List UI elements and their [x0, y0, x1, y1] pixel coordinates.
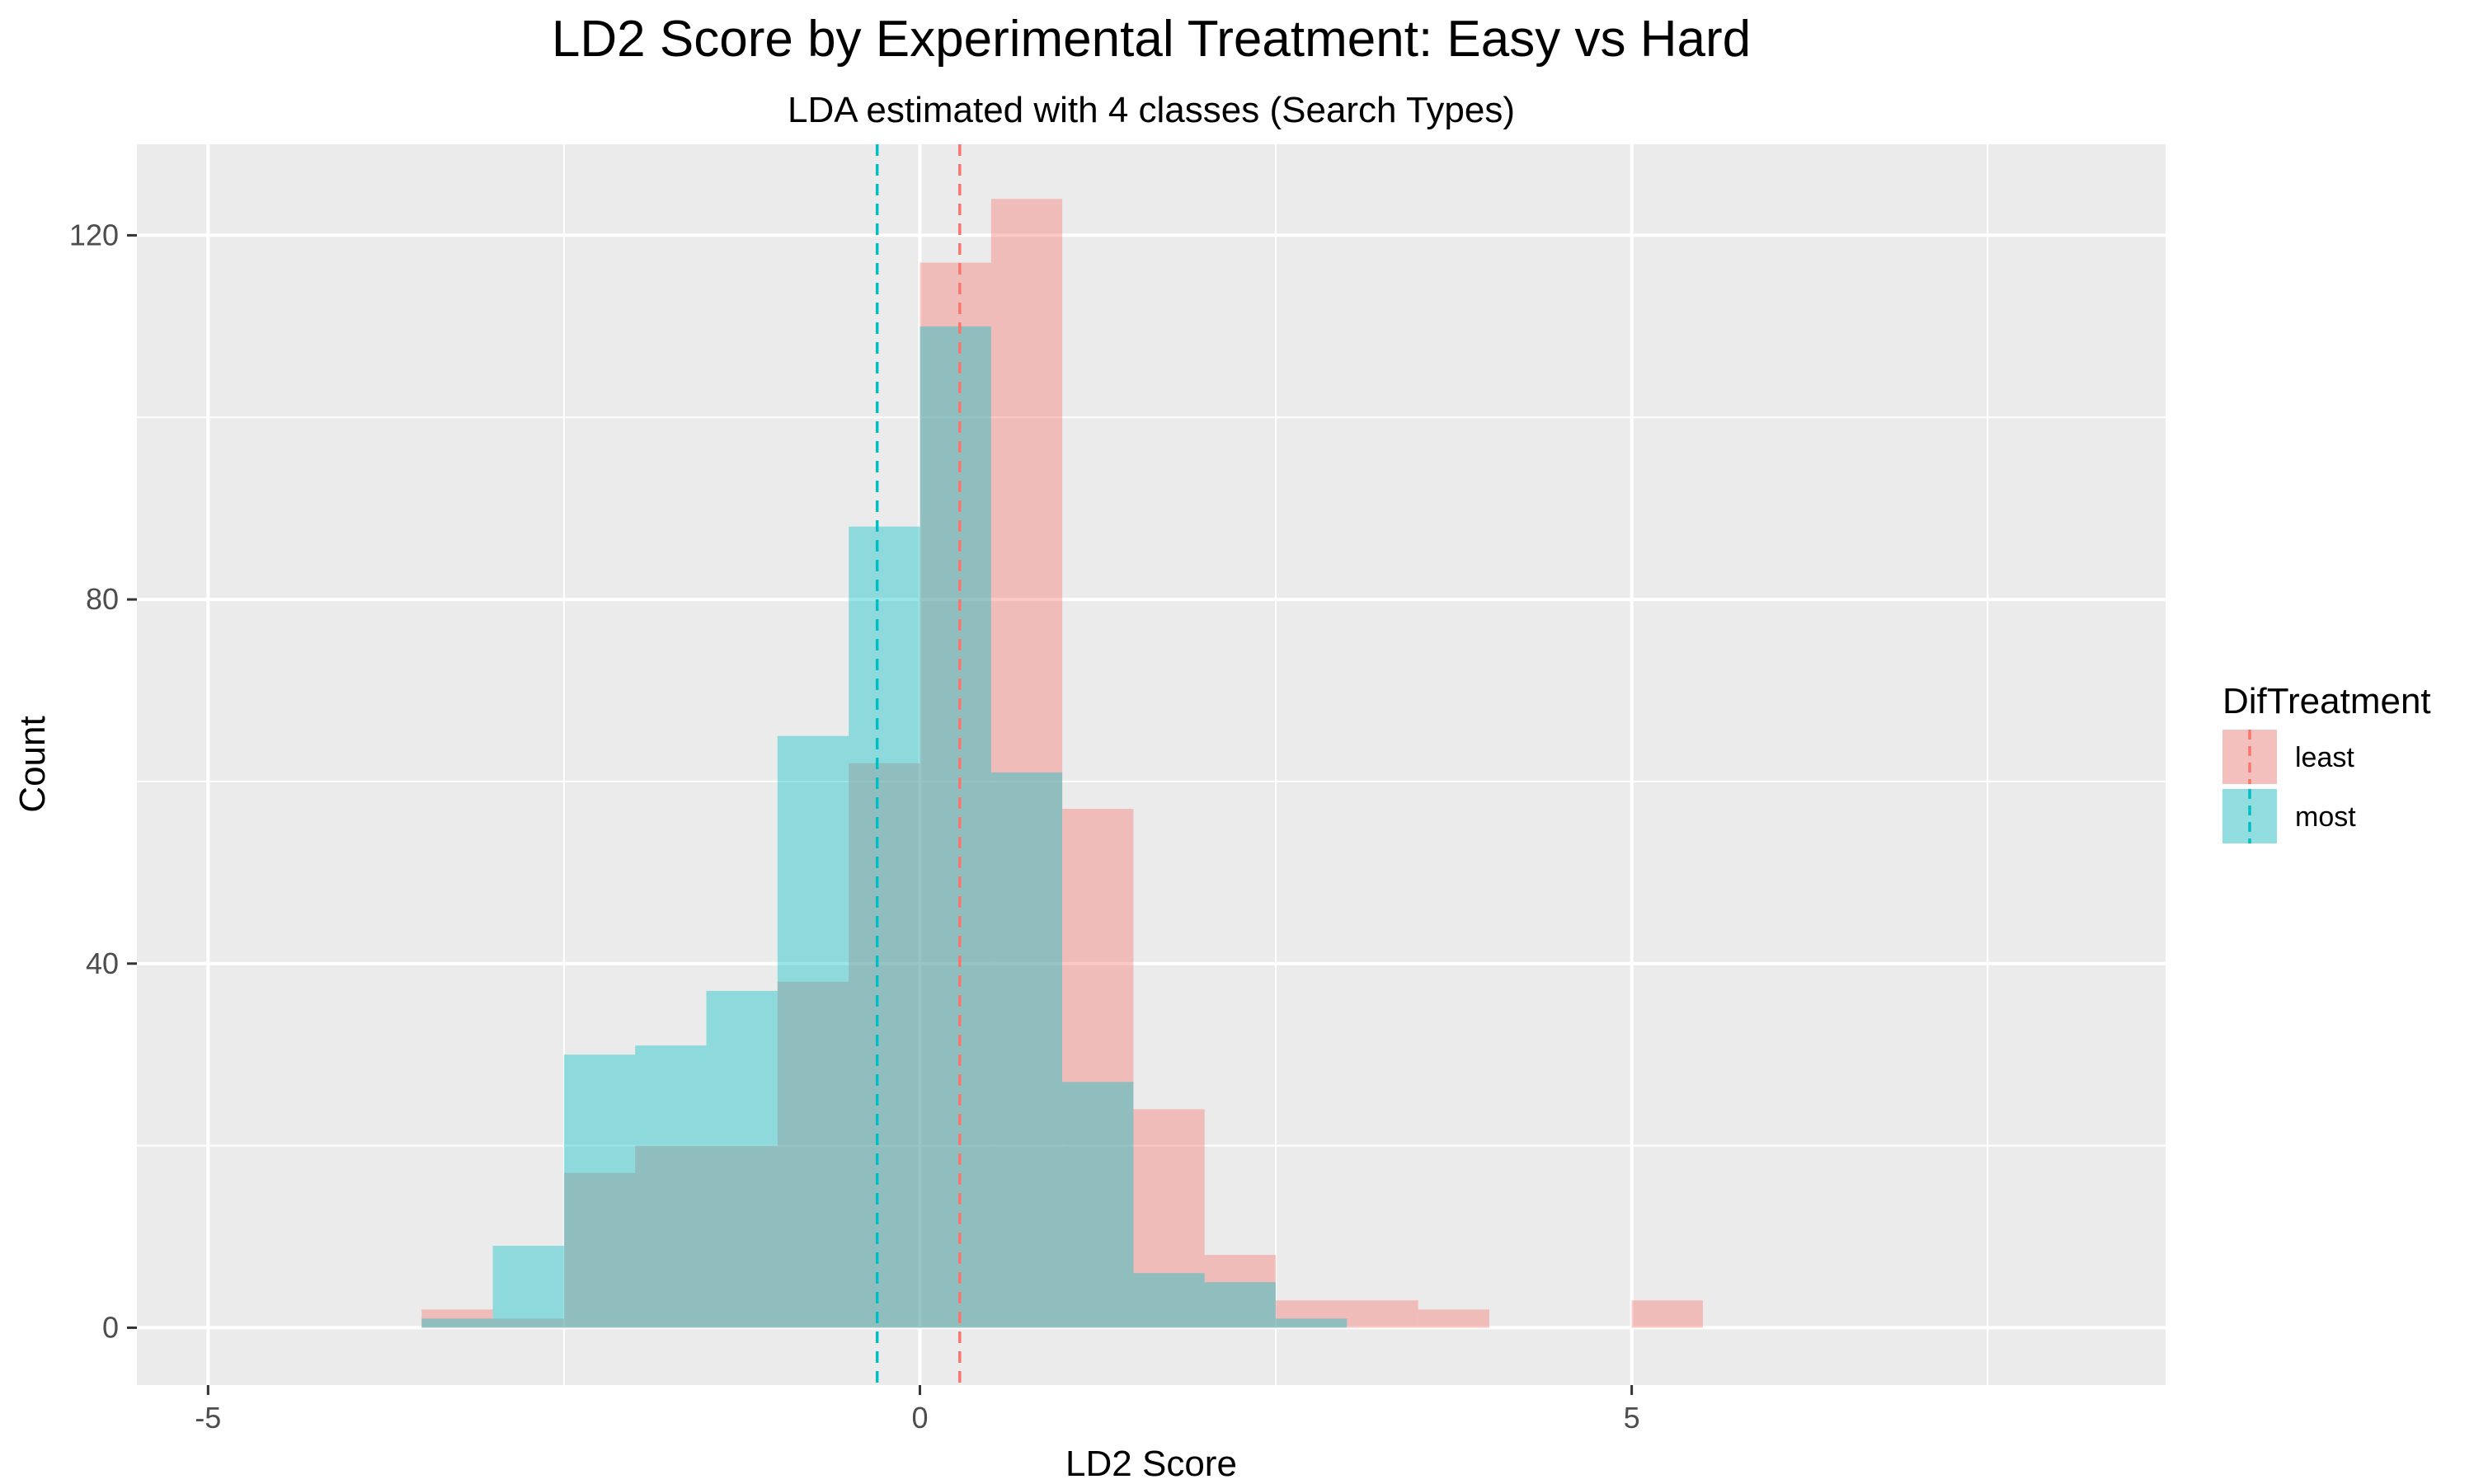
bar-least [920, 262, 991, 1328]
bar-most [706, 990, 778, 1328]
bar-least [635, 1145, 707, 1328]
bar-most [635, 1045, 707, 1328]
legend-label-least: least [2295, 742, 2354, 773]
grid-major [137, 144, 2166, 1385]
bar-least [1133, 1109, 1205, 1328]
bar-most [1133, 1273, 1205, 1328]
bar-least [706, 1145, 778, 1328]
legend-title: DifTreatment [2222, 681, 2431, 721]
series-most-bars [421, 326, 1348, 1328]
legend: DifTreatment least most [2222, 681, 2431, 843]
bar-most [1062, 1082, 1134, 1328]
bar-least [990, 199, 1063, 1328]
x-tick-label: 0 [911, 1401, 928, 1435]
bar-most [492, 1246, 564, 1328]
bar-least [777, 981, 849, 1328]
bar-least [421, 1309, 493, 1328]
x-tick-label: -5 [195, 1401, 221, 1435]
bar-most [1276, 1318, 1348, 1328]
plot-panel [137, 144, 2166, 1385]
y-tick-label: 80 [86, 582, 119, 616]
bar-most [421, 1318, 493, 1328]
y-tick-label: 40 [86, 946, 119, 980]
bar-least [492, 1318, 564, 1328]
y-axis-title: Count [12, 716, 53, 812]
bar-most [990, 772, 1063, 1328]
bar-least [563, 1172, 636, 1328]
bar-most [849, 526, 920, 1328]
chart-subtitle: LDA estimated with 4 classes (Search Typ… [788, 90, 1515, 130]
bar-least [1062, 809, 1134, 1328]
bar-most [777, 735, 849, 1328]
bar-least [849, 763, 920, 1328]
bar-least [1204, 1255, 1277, 1328]
y-tick-label: 120 [69, 218, 119, 251]
x-axis-title: LD2 Score [1065, 1444, 1237, 1484]
x-axis: -5 0 5 [195, 1385, 1640, 1435]
bar-least [1631, 1300, 1703, 1328]
bar-most [920, 326, 991, 1328]
bar-least [1418, 1309, 1489, 1328]
bar-least [1276, 1300, 1348, 1328]
y-tick-label: 0 [102, 1310, 119, 1344]
x-tick-label: 5 [1624, 1401, 1640, 1435]
grid-minor [137, 144, 2166, 1385]
legend-label-most: most [2295, 801, 2356, 833]
y-axis: 0 40 80 120 [69, 218, 137, 1344]
bar-least [1347, 1300, 1418, 1328]
chart-title: LD2 Score by Experimental Treatment: Eas… [552, 11, 1751, 68]
bar-most [1204, 1282, 1277, 1328]
series-least-bars [421, 199, 1703, 1328]
mean-lines [875, 144, 962, 1385]
bar-most [563, 1054, 636, 1328]
